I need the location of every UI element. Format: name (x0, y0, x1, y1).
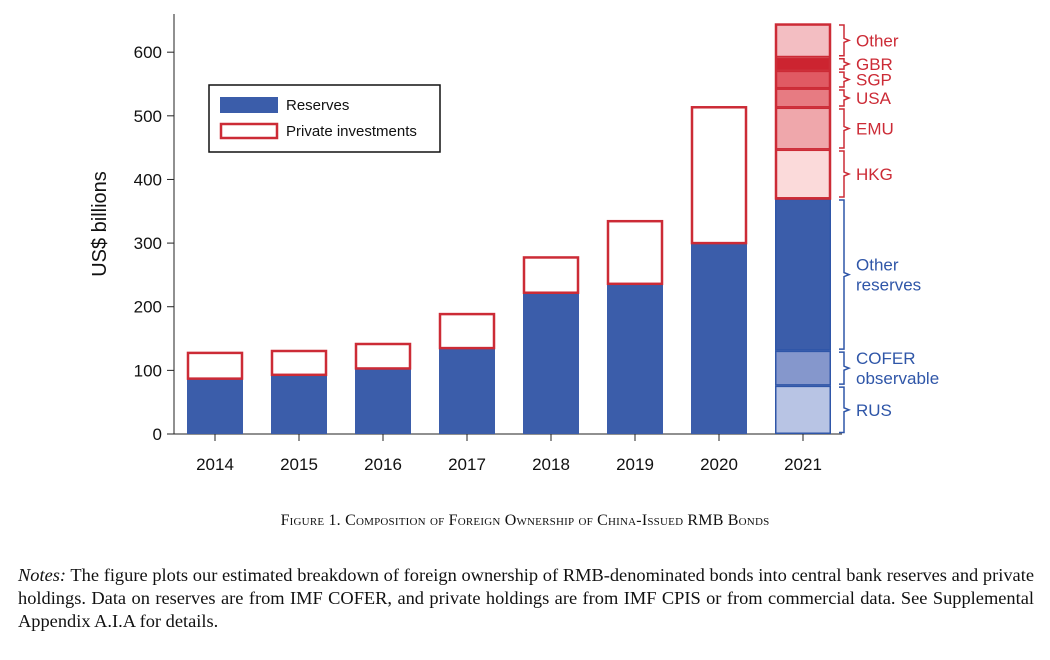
y-axis-title: US$ billions (89, 171, 111, 277)
x-tick-label: 2021 (784, 455, 822, 474)
x-tick-label: 2016 (364, 455, 402, 474)
y-tick-label: 600 (134, 43, 162, 62)
annotation-label: EMU (856, 120, 894, 139)
bar-reserves-2019 (607, 283, 663, 434)
annotation-label: observable (856, 369, 939, 388)
segment-outline (775, 350, 831, 386)
segment-outline (775, 385, 831, 434)
annotation-label: USA (856, 89, 892, 108)
y-tick-label: 100 (134, 361, 162, 380)
x-tick-label: 2014 (196, 455, 234, 474)
brace (839, 150, 852, 198)
legend-box (208, 84, 441, 153)
y-tick-label: 200 (134, 298, 162, 317)
segment-rus (775, 385, 831, 434)
annotation-hkg: HKG (839, 150, 893, 198)
annotation-gbr: GBR (839, 55, 893, 74)
annotations: RUSCOFERobservableOtherreservesHKGEMUUSA… (839, 24, 939, 434)
bar-private-2021-outline (774, 23, 832, 200)
bars (186, 23, 832, 434)
bar-reserves-2020 (691, 243, 747, 434)
bar-reserves-2016 (355, 368, 411, 434)
bar-private-2018 (522, 256, 580, 294)
annotation-label: COFER (856, 349, 916, 368)
annotation-label: reserves (856, 276, 921, 295)
annotation-usa: USA (839, 89, 892, 108)
axes: 0 100 200 300 400 500 600 US$ billions 2014 2015 2… (89, 14, 842, 474)
brace (839, 24, 852, 57)
y-tick-label: 300 (134, 234, 162, 253)
segment-usa (775, 88, 831, 108)
bar-private-2016 (354, 342, 412, 370)
annotation-other: Other (839, 24, 899, 57)
x-tick-label: 2017 (448, 455, 486, 474)
bar-reserves-2018 (523, 292, 579, 434)
x-tick-label: 2020 (700, 455, 738, 474)
figure-caption: Figure 1. Composition of Foreign Ownersh… (280, 512, 770, 529)
segment-sgp (775, 70, 831, 89)
figure-notes: Notes: The figure plots our estimated br… (18, 564, 1034, 633)
bar-reserves-2015 (271, 374, 327, 434)
legend-label: Reserves (286, 97, 349, 114)
bar-reserves-2017 (439, 348, 495, 434)
brace (839, 58, 852, 70)
bar-reserves-2014 (187, 378, 243, 434)
brace (839, 199, 852, 350)
legend-swatch-private (219, 122, 279, 140)
annotation-label: Other (856, 256, 899, 275)
brace (839, 71, 852, 88)
chart: 0 100 200 300 400 500 600 US$ billions 2014 2015 2… (89, 14, 939, 474)
x-tick-label: 2015 (280, 455, 318, 474)
brace (839, 89, 852, 107)
annotation-emu: EMU (839, 108, 894, 149)
bar-private-2014 (186, 351, 244, 380)
annotation-label: SGP (856, 71, 892, 90)
annotation-label: Other (856, 31, 899, 50)
y-tick-label: 500 (134, 107, 162, 126)
brace (839, 108, 852, 149)
segment-cofer-observable (775, 350, 831, 386)
annotation-rus: RUS (839, 386, 892, 434)
legend: Reserves Private investments (208, 84, 441, 153)
brace (839, 351, 852, 385)
segment-gbr (775, 57, 831, 71)
annotation-label: GBR (856, 55, 893, 74)
segment-emu (775, 107, 831, 150)
annotation-label: RUS (856, 401, 892, 420)
notes-label: Notes: (18, 565, 67, 585)
segment-other-reserves (775, 198, 831, 351)
annotation-sgp: SGP (839, 71, 892, 90)
segment-hkg (775, 149, 831, 199)
legend-label: Private investments (286, 123, 417, 140)
y-tick-label: 400 (134, 170, 162, 189)
segment-other (775, 23, 831, 58)
y-tick-label: 0 (153, 425, 162, 444)
legend-swatch-reserves (220, 97, 278, 113)
bar-private-2015 (270, 349, 328, 377)
notes-text: The figure plots our estimated breakdown… (18, 565, 1034, 631)
brace (839, 386, 852, 434)
x-tick-label: 2018 (532, 455, 570, 474)
x-tick-label: 2019 (616, 455, 654, 474)
bar-private-2019 (606, 219, 664, 286)
annotation-label: HKG (856, 165, 893, 184)
bar-private-2020 (690, 106, 748, 245)
bar-private-2017 (438, 312, 496, 350)
